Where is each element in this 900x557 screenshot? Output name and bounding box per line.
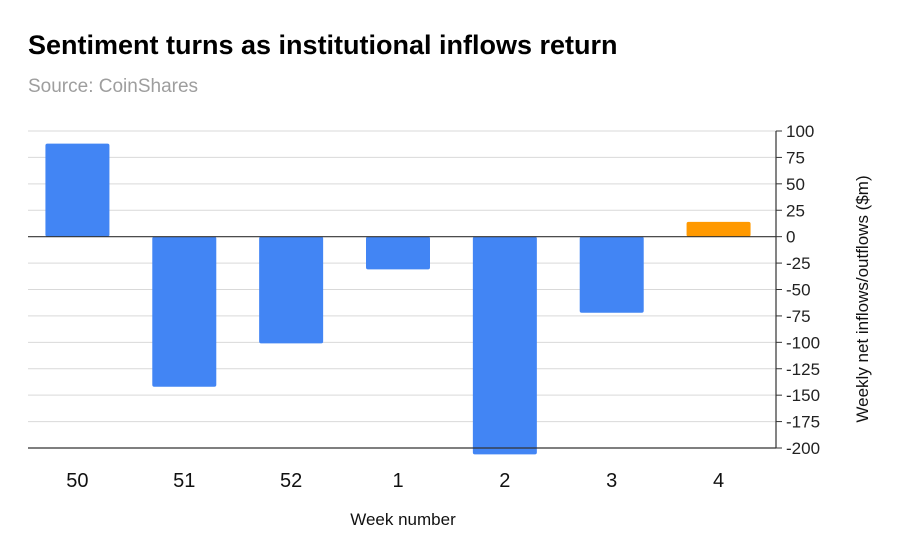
- bar-week-51: [152, 236, 217, 387]
- y-tick-label: -25: [786, 254, 811, 273]
- gridlines: [28, 130, 776, 449]
- y-tick-label: 0: [786, 228, 795, 247]
- axes: [28, 130, 782, 449]
- bar-week-52: [259, 236, 324, 344]
- y-tick-label: 75: [786, 148, 805, 167]
- x-tick-label: 51: [173, 470, 195, 492]
- y-tick-label: -100: [786, 333, 820, 352]
- chart-title: Sentiment turns as institutional inflows…: [28, 30, 618, 60]
- y-tick-label: 50: [786, 175, 805, 194]
- x-axis-label: Week number: [350, 510, 456, 529]
- y-tick-label: -175: [786, 413, 820, 432]
- x-tick-label: 1: [392, 470, 403, 492]
- x-tick-label: 3: [606, 470, 617, 492]
- x-tick-label: 50: [66, 470, 88, 492]
- bar-week-4: [686, 221, 751, 237]
- y-tick-label: -150: [786, 386, 820, 405]
- y-tick-label: -125: [786, 360, 820, 379]
- x-tick-label: 2: [499, 470, 510, 492]
- y-tick-label: 25: [786, 201, 805, 220]
- chart-subtitle: Source: CoinShares: [28, 76, 199, 97]
- y-axis-label: Weekly net inflows/outflows ($m): [853, 175, 872, 422]
- bar-week-2: [472, 236, 537, 455]
- y-tick-label: -75: [786, 307, 811, 326]
- y-tick-label: 100: [786, 122, 814, 141]
- bar-week-1: [366, 236, 430, 270]
- bars: [45, 143, 751, 455]
- y-tick-labels: 100 75 50 25 0 -25 -50 -75 -100 -125 -150 -175 -200: [786, 122, 820, 458]
- bar-week-3: [579, 236, 644, 313]
- bar-week-50: [45, 143, 110, 237]
- x-tick-label: 4: [713, 470, 724, 492]
- x-tick-labels: 50 51 52 1 2 3 4: [66, 470, 724, 492]
- y-tick-label: -50: [786, 281, 811, 300]
- y-tick-label: -200: [786, 439, 820, 458]
- x-tick-label: 52: [280, 470, 302, 492]
